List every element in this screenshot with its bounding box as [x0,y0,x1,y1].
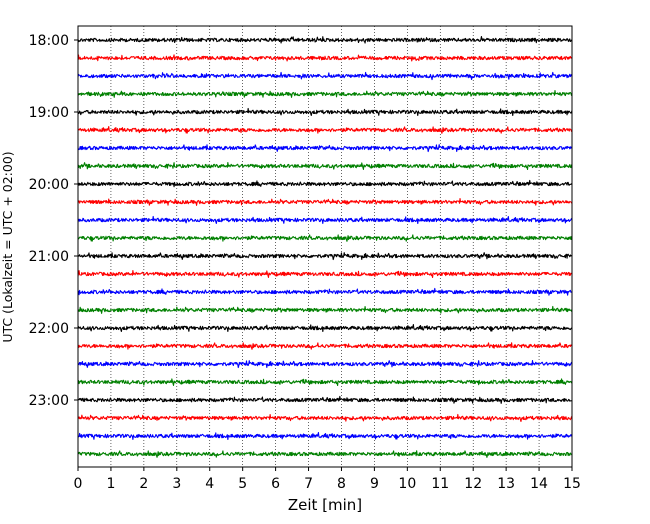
trace-line-7 [77,162,573,171]
trace-line-9 [77,197,573,206]
trace-line-15 [77,305,573,314]
x-tick-label-3: 3 [172,476,181,492]
plot-frame [77,25,573,468]
x-tick-label-15: 15 [563,476,581,492]
x-tick-label-6: 6 [271,476,280,492]
x-tick-label-12: 12 [464,476,482,492]
x-tick-label-1: 1 [106,476,115,492]
trace-line-12 [77,252,573,261]
trace-line-22 [77,432,573,441]
x-tick-label-4: 4 [205,476,214,492]
y-tick-label-5: 23:00 [29,393,69,409]
x-tick-label-14: 14 [530,476,548,492]
x-tick-label-5: 5 [238,476,247,492]
x-tick-label-11: 11 [431,476,449,492]
trace-line-6 [77,144,573,153]
trace-line-11 [77,234,573,242]
x-tick-label-8: 8 [337,476,346,492]
trace-line-10 [77,215,573,225]
x-tick-label-13: 13 [497,476,515,492]
y-tick-label-4: 22:00 [29,321,69,337]
trace-line-19 [77,378,573,387]
y-axis-ticks: 18:00 19:00 20:00 21:00 22:00 23:00 [29,33,78,409]
x-axis-ticks: 0 1 2 3 4 5 6 7 8 9 10 11 12 13 14 15 [74,467,581,492]
trace-line-8 [77,179,573,188]
trace-line-18 [77,360,573,369]
x-tick-label-7: 7 [304,476,313,492]
trace-line-20 [77,395,573,404]
trace-line-2 [77,71,573,81]
x-tick-label-9: 9 [370,476,379,492]
trace-line-4 [77,107,573,117]
x-tick-label-10: 10 [398,476,416,492]
x-tick-label-2: 2 [139,476,148,492]
trace-line-23 [77,450,573,458]
y-tick-label-0: 18:00 [29,33,69,49]
trace-line-0 [77,35,573,44]
x-tick-label-0: 0 [74,476,83,492]
y-tick-label-2: 20:00 [29,177,69,193]
trace-line-16 [77,324,573,333]
y-tick-label-3: 21:00 [29,249,69,265]
trace-line-3 [77,89,573,98]
x-axis-label: Zeit [min] [288,496,362,514]
trace-line-13 [77,270,573,279]
trace-line-21 [77,413,573,423]
y-tick-label-1: 19:00 [29,105,69,121]
trace-line-1 [77,54,573,62]
trace-line-17 [77,342,573,350]
trace-line-5 [77,126,573,134]
trace-group [77,35,573,458]
trace-line-14 [77,287,573,296]
y-axis-label: UTC (Lokalzeit = UTC + 02:00) [0,151,15,342]
